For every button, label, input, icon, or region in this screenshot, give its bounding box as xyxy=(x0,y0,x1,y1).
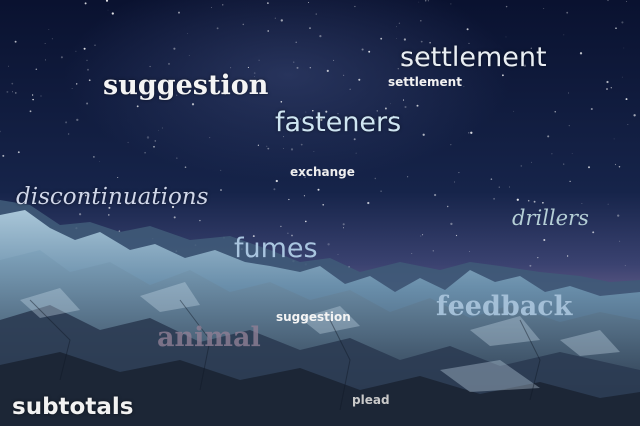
word-fumes: fumes xyxy=(234,233,318,264)
word-suggestion-top: suggestion xyxy=(103,70,269,101)
word-feedback: feedback xyxy=(436,291,573,322)
word-settlement-small: settlement xyxy=(388,75,462,89)
word-discontinuations: discontinuations xyxy=(16,184,209,210)
word-drillers: drillers xyxy=(512,206,589,230)
word-settlement-large: settlement xyxy=(400,42,547,73)
word-suggestion-small: suggestion xyxy=(276,310,351,324)
word-exchange: exchange xyxy=(290,165,355,179)
word-fasteners: fasteners xyxy=(275,107,402,138)
word-plead: plead xyxy=(352,393,390,407)
word-subtotals: subtotals xyxy=(12,394,134,420)
word-animal: animal xyxy=(157,322,261,353)
